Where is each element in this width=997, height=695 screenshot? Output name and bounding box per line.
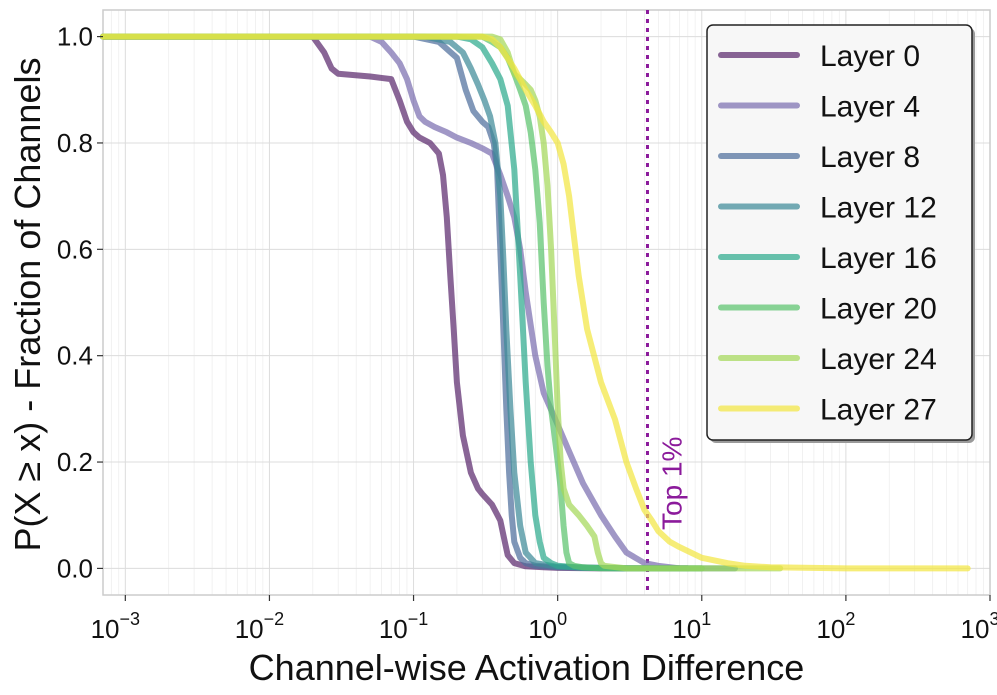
x-tick-label: 10−3 [91, 609, 140, 644]
y-tick-label: 0.0 [57, 553, 93, 583]
x-axis-ticks: 10−3 10−2 10−1 100 101 102 103 [91, 595, 997, 644]
y-tick-label: 0.4 [57, 341, 93, 371]
annotation-layer: Top 1% [645, 10, 687, 595]
series-line-layer-0 [100, 33, 691, 572]
grid [102, 10, 991, 595]
y-tick-label: 1.0 [57, 22, 93, 52]
legend-label-layer-5: Layer 20 [820, 293, 937, 326]
series-line-layer-7 [100, 33, 971, 572]
plot-area-border [102, 9, 991, 596]
legend-label-layer-4: Layer 16 [820, 242, 937, 275]
x-tick-label: 10−1 [379, 609, 428, 644]
y-tick-label: 0.6 [57, 234, 93, 264]
x-tick-label: 10−2 [235, 609, 284, 644]
legend-label-layer-7: Layer 27 [820, 394, 937, 427]
y-axis-title: P(X ≥ x) - Fraction of Channels [7, 58, 48, 552]
legend-box [706, 24, 973, 441]
y-tick-label: 0.2 [57, 447, 93, 477]
x-tick-label: 102 [816, 609, 855, 644]
x-tick-label: 101 [672, 609, 711, 644]
legend-label-layer-2: Layer 8 [820, 141, 920, 174]
series-line-layer-2 [100, 33, 691, 572]
x-tick-label: 103 [961, 609, 997, 644]
x-axis-title: Channel-wise Activation Difference [249, 647, 805, 688]
legend: Layer 0 Layer 4 Layer 8 Layer 12 Layer 16 Lay… [706, 24, 975, 443]
legend-label-layer-3: Layer 12 [820, 192, 937, 225]
y-tick-label: 0.8 [57, 128, 93, 158]
legend-label-layer-6: Layer 24 [820, 343, 937, 376]
legend-label-layer-0: Layer 0 [820, 40, 920, 73]
x-tick-label: 100 [528, 609, 567, 644]
series-layer [100, 33, 971, 572]
top-1-percent-label: Top 1% [656, 437, 687, 530]
series-line-layer-4 [100, 33, 705, 572]
y-axis-ticks: 0.0 0.2 0.4 0.6 0.8 1.0 [57, 22, 103, 583]
legend-label-layer-1: Layer 4 [820, 91, 920, 124]
